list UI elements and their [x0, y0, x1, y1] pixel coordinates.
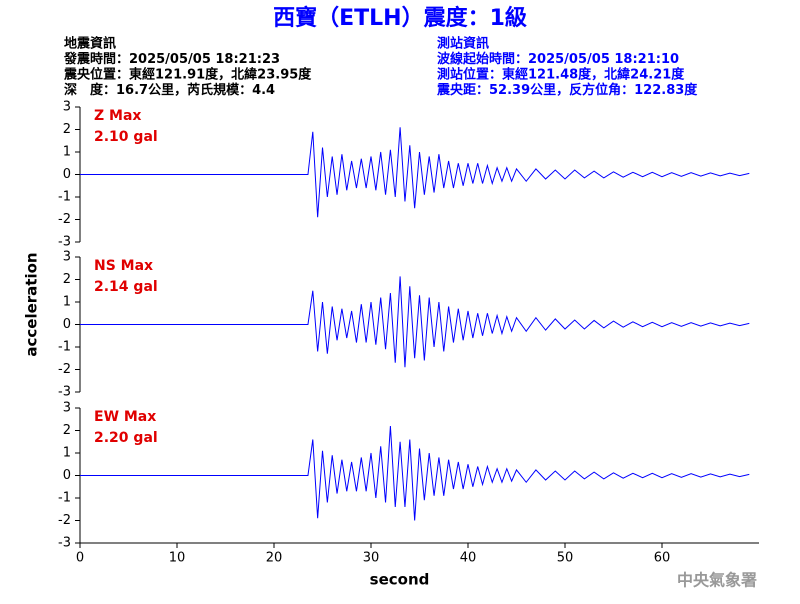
y-tick-label: -2: [58, 212, 71, 227]
x-tick-label: 50: [557, 551, 574, 566]
waveform: [80, 276, 750, 368]
y-tick-label: 0: [63, 468, 71, 483]
info-right: 波線起始時間：2025/05/05 18:21:10: [437, 51, 679, 67]
max-label: NS Max: [94, 258, 153, 274]
y-tick-label: 2: [63, 122, 71, 137]
max-label: 2.20 gal: [94, 430, 158, 446]
info-left: 地震資訊: [64, 36, 116, 52]
info-left: 深 度：16.7公里，芮氏規模：4.4: [64, 82, 275, 98]
y-tick-label: 1: [63, 295, 71, 310]
x-tick-label: 30: [363, 551, 380, 566]
x-tick-label: 0: [76, 551, 84, 566]
y-tick-label: 0: [63, 317, 71, 332]
y-tick-label: 3: [63, 250, 71, 265]
y-tick-label: -1: [58, 491, 71, 506]
y-tick-label: -2: [58, 362, 71, 377]
title: 西寶（ETLH）震度：1級: [273, 5, 527, 31]
max-label: Z Max: [94, 108, 141, 124]
max-label: EW Max: [94, 409, 156, 425]
y-tick-label: 1: [63, 446, 71, 461]
max-label: 2.10 gal: [94, 129, 158, 145]
y-tick-label: 2: [63, 423, 71, 438]
y-tick-label: 3: [63, 100, 71, 115]
y-tick-label: 1: [63, 145, 71, 160]
x-tick-label: 20: [266, 551, 283, 566]
max-label: 2.14 gal: [94, 279, 158, 295]
y-tick-label: -3: [58, 536, 71, 551]
y-tick-label: 2: [63, 272, 71, 287]
waveform: [80, 425, 750, 521]
y-tick-label: 0: [63, 167, 71, 182]
y-tick-label: -1: [58, 190, 71, 205]
y-tick-label: 3: [63, 401, 71, 416]
y-tick-label: -3: [58, 235, 71, 250]
x-tick-label: 40: [460, 551, 477, 566]
y-tick-label: -2: [58, 513, 71, 528]
x-tick-label: 10: [169, 551, 186, 566]
info-right: 測站資訊: [437, 36, 489, 52]
info-left: 震央位置：東經121.91度，北緯23.95度: [63, 67, 312, 83]
footer: 中央氣象署: [677, 571, 757, 590]
waveform: [80, 127, 750, 218]
y-axis-label: acceleration: [23, 252, 41, 356]
info-right: 測站位置：東經121.48度，北緯24.21度: [437, 67, 685, 83]
y-tick-label: -3: [58, 385, 71, 400]
info-right: 震央距：52.39公里，反方位角：122.83度: [436, 82, 698, 98]
y-tick-label: -1: [58, 340, 71, 355]
info-left: 發震時間：2025/05/05 18:21:23: [63, 51, 280, 67]
x-tick-label: 60: [654, 551, 671, 566]
x-axis-label: second: [370, 571, 430, 589]
